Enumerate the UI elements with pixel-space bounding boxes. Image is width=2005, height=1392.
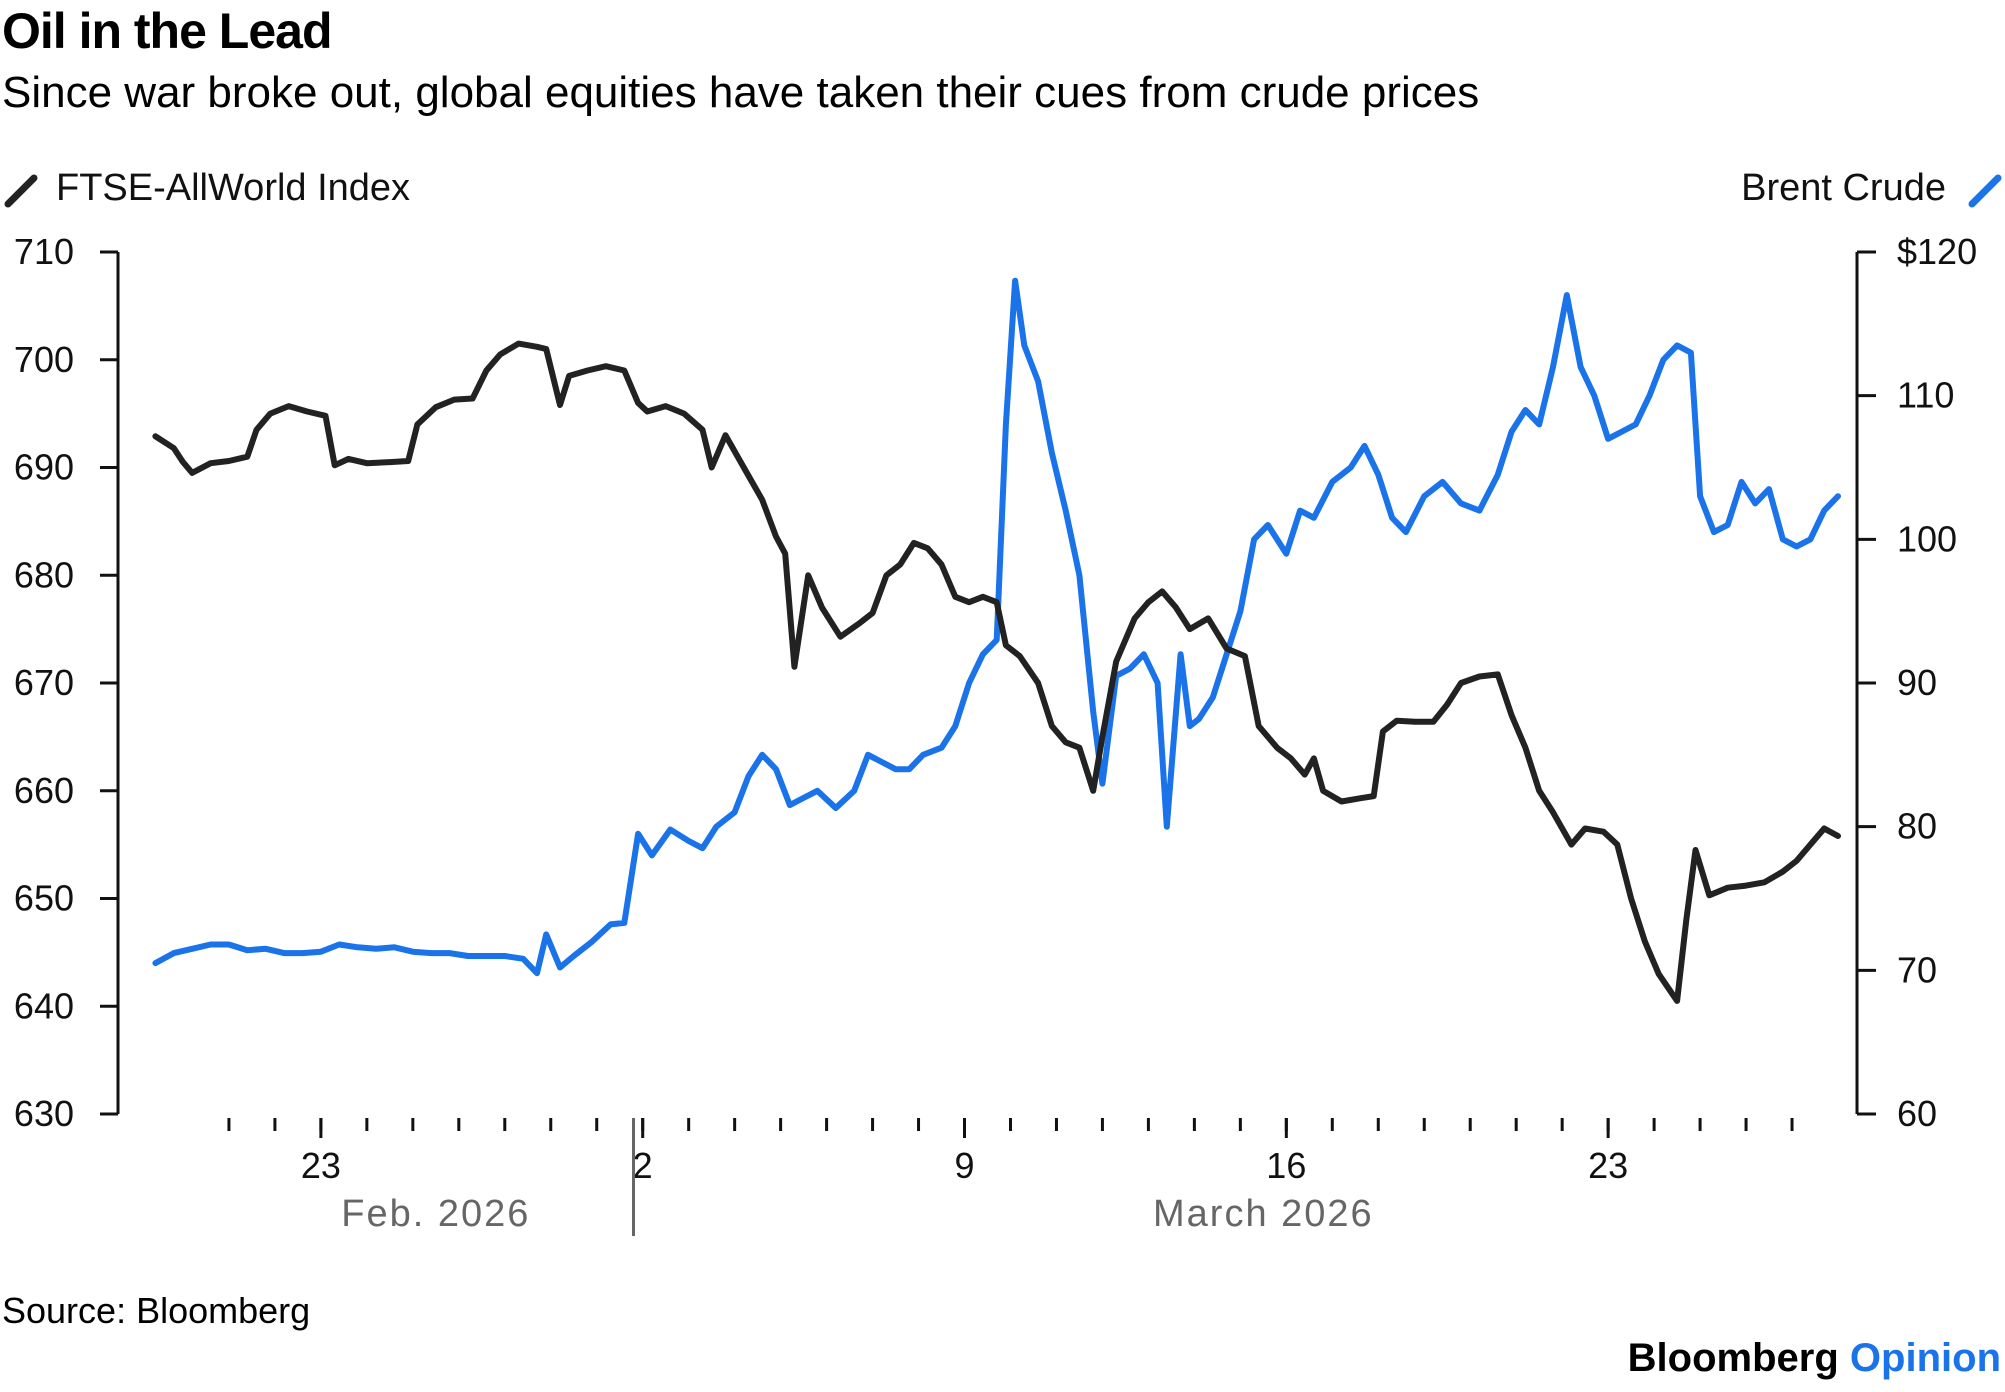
chart-title: Oil in the Lead — [2, 3, 332, 59]
legend-left-label: FTSE-AllWorld Index — [56, 167, 410, 209]
x-axis: 23 2 9 16 23 Feb. 2026 March 2026 — [227, 1118, 1794, 1236]
left-y-tick-label: 670 — [14, 662, 74, 703]
legend-right: Brent Crude — [1741, 167, 2002, 209]
source-note: Source: Bloomberg — [2, 1290, 311, 1331]
right-y-tick-label: 80 — [1897, 806, 1937, 847]
left-y-tick-label: 690 — [14, 447, 74, 488]
x-month-label: Feb. 2026 — [341, 1193, 530, 1235]
x-month-label: March 2026 — [1153, 1193, 1374, 1235]
right-y-tick-label: 90 — [1897, 662, 1937, 703]
series-layer — [152, 277, 1841, 1004]
right-y-tick-label: 60 — [1897, 1093, 1937, 1134]
brand-logo: Bloomberg Opinion — [1628, 1336, 2001, 1381]
left-y-tick-label: 640 — [14, 985, 74, 1026]
left-y-tick-label: 630 — [14, 1093, 74, 1134]
legend-left-swatch — [4, 174, 38, 208]
chart-subtitle: Since war broke out, global equities hav… — [2, 68, 1480, 117]
ftse-series-line — [152, 340, 1841, 1004]
right-y-tick-label: 70 — [1897, 949, 1937, 990]
left-y-tick-label: 700 — [14, 339, 74, 380]
legend-left: FTSE-AllWorld Index — [4, 167, 410, 209]
x-tick-label: 23 — [301, 1145, 341, 1186]
right-y-tick-label: $120 — [1897, 231, 1977, 272]
x-tick-label: 9 — [954, 1145, 974, 1186]
left-y-tick-label: 650 — [14, 878, 74, 919]
x-tick-label: 2 — [633, 1145, 653, 1186]
left-y-tick-label: 710 — [14, 231, 74, 272]
left-y-axis: 630 640 650 660 670 680 690 700 710 — [14, 231, 120, 1134]
left-y-tick-label: 660 — [14, 770, 74, 811]
right-y-tick-label: 100 — [1897, 518, 1957, 559]
legend-right-swatch — [1968, 174, 2002, 208]
brand-main: Bloomberg — [1627, 1336, 1839, 1380]
x-tick-label: 23 — [1588, 1145, 1628, 1186]
brent-series-line — [152, 277, 1841, 977]
x-tick-label: 16 — [1266, 1145, 1306, 1186]
right-y-axis: 60 70 80 90 100 110 $120 — [1855, 231, 1977, 1134]
brand-accent: Opinion — [1849, 1336, 2001, 1380]
legend-right-label: Brent Crude — [1741, 167, 1946, 209]
right-y-tick-label: 110 — [1897, 375, 1954, 416]
left-y-tick-label: 680 — [14, 554, 74, 595]
